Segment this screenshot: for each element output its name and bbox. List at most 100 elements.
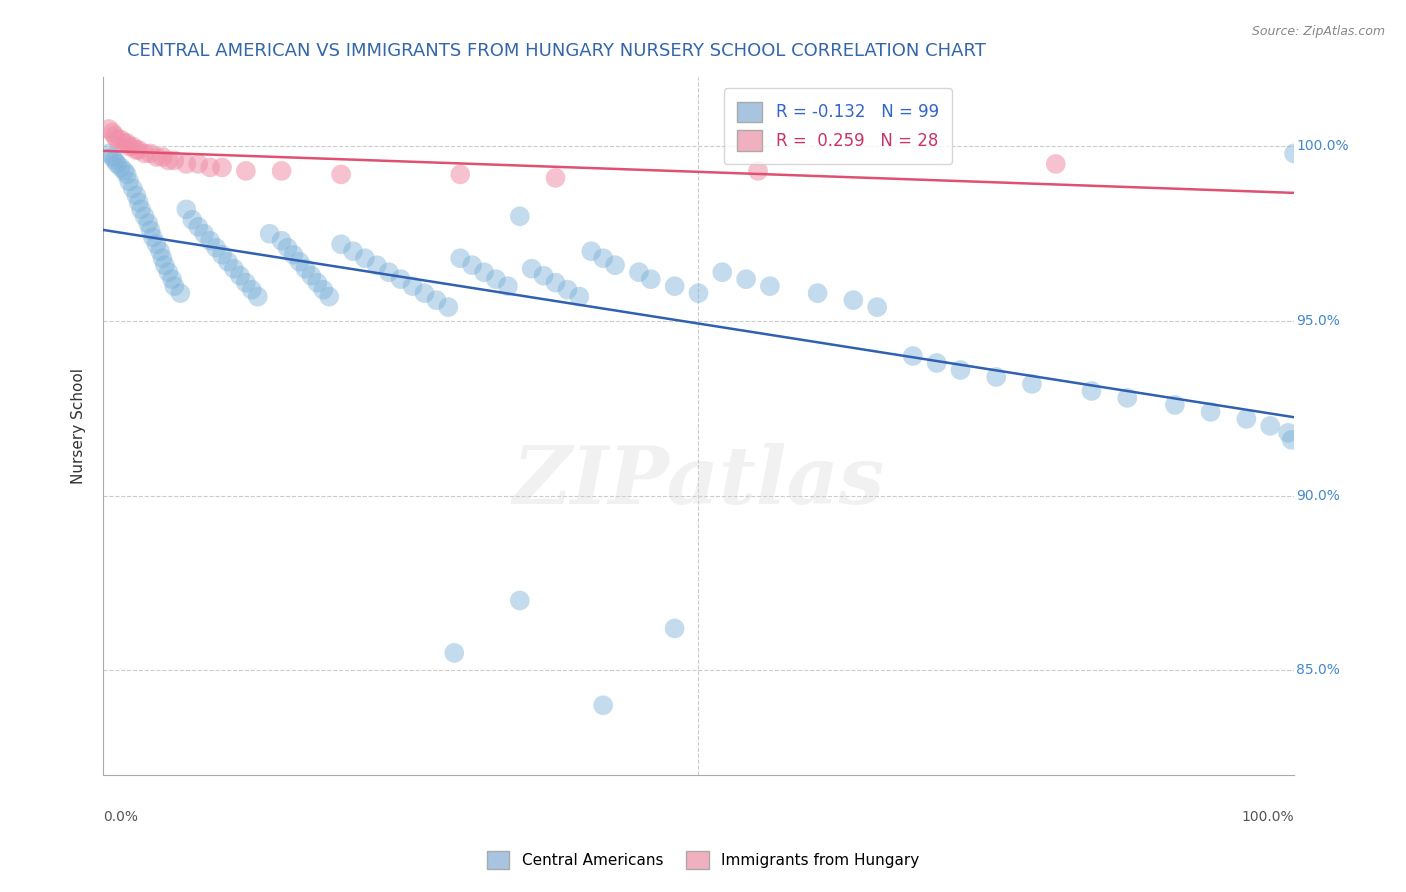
Point [128, 143, 150, 157]
Point [157, 265, 180, 279]
Point [139, 146, 162, 161]
Point [1080, 384, 1102, 398]
Point [97, 146, 120, 161]
Point [174, 157, 197, 171]
Point [533, 268, 555, 283]
Point [217, 254, 239, 268]
Point [1282, 146, 1305, 161]
Point [211, 248, 233, 262]
Point [949, 363, 972, 377]
Point [307, 276, 329, 290]
Point [664, 622, 686, 636]
Point [664, 279, 686, 293]
Point [461, 258, 484, 272]
Point [592, 698, 614, 713]
Point [198, 234, 221, 248]
Point [472, 265, 495, 279]
Point [294, 261, 316, 276]
Point [134, 146, 156, 161]
Point [163, 279, 186, 293]
Point [277, 241, 299, 255]
Point [283, 248, 305, 262]
Point [112, 164, 135, 178]
Point [520, 261, 543, 276]
Y-axis label: Nursery School: Nursery School [72, 368, 86, 483]
Point [110, 132, 132, 146]
Point [270, 234, 292, 248]
Point [118, 174, 141, 188]
Point [101, 150, 124, 164]
Text: 95.0%: 95.0% [1296, 314, 1340, 328]
Point [139, 223, 162, 237]
Point [901, 349, 924, 363]
Point [330, 168, 353, 182]
Point [866, 300, 889, 314]
Point [246, 290, 269, 304]
Point [160, 272, 183, 286]
Point [544, 276, 567, 290]
Point [925, 356, 948, 370]
Point [759, 279, 782, 293]
Text: 85.0%: 85.0% [1296, 664, 1340, 677]
Text: 100.0%: 100.0% [1241, 810, 1294, 824]
Point [112, 136, 135, 150]
Point [1277, 425, 1299, 440]
Point [688, 286, 710, 301]
Point [437, 300, 460, 314]
Point [711, 265, 734, 279]
Point [193, 227, 215, 241]
Legend: R = -0.132   N = 99, R =  0.259   N = 28: R = -0.132 N = 99, R = 0.259 N = 28 [724, 88, 952, 164]
Point [229, 268, 252, 283]
Point [129, 202, 152, 217]
Point [110, 161, 132, 175]
Point [142, 230, 165, 244]
Text: CENTRAL AMERICAN VS IMMIGRANTS FROM HUNGARY NURSERY SCHOOL CORRELATION CHART: CENTRAL AMERICAN VS IMMIGRANTS FROM HUNG… [127, 42, 986, 60]
Point [288, 254, 311, 268]
Point [149, 244, 172, 259]
Point [121, 139, 143, 153]
Point [235, 276, 257, 290]
Point [842, 293, 865, 307]
Text: Source: ZipAtlas.com: Source: ZipAtlas.com [1251, 25, 1385, 38]
Point [1116, 391, 1139, 405]
Point [115, 168, 138, 182]
Point [125, 143, 148, 157]
Point [152, 251, 174, 265]
Point [425, 293, 447, 307]
Point [449, 168, 471, 182]
Point [603, 258, 626, 272]
Point [1021, 376, 1043, 391]
Text: ZIPatlas: ZIPatlas [512, 443, 884, 521]
Point [270, 164, 292, 178]
Point [205, 241, 228, 255]
Point [105, 132, 128, 146]
Point [157, 153, 180, 168]
Point [153, 258, 176, 272]
Point [496, 279, 519, 293]
Point [1045, 157, 1067, 171]
Point [101, 126, 124, 140]
Point [198, 161, 221, 175]
Point [1164, 398, 1187, 412]
Point [259, 227, 281, 241]
Point [174, 202, 197, 217]
Point [187, 157, 209, 171]
Point [627, 265, 650, 279]
Point [181, 212, 204, 227]
Point [134, 209, 156, 223]
Text: 0.0%: 0.0% [103, 810, 138, 824]
Point [1258, 418, 1281, 433]
Point [544, 170, 567, 185]
Point [806, 286, 828, 301]
Point [136, 216, 159, 230]
Point [115, 136, 138, 150]
Point [318, 290, 340, 304]
Point [986, 370, 1008, 384]
Point [222, 261, 245, 276]
Point [581, 244, 603, 259]
Point [747, 164, 769, 178]
Point [152, 150, 174, 164]
Point [401, 279, 423, 293]
Point [568, 290, 591, 304]
Point [389, 272, 412, 286]
